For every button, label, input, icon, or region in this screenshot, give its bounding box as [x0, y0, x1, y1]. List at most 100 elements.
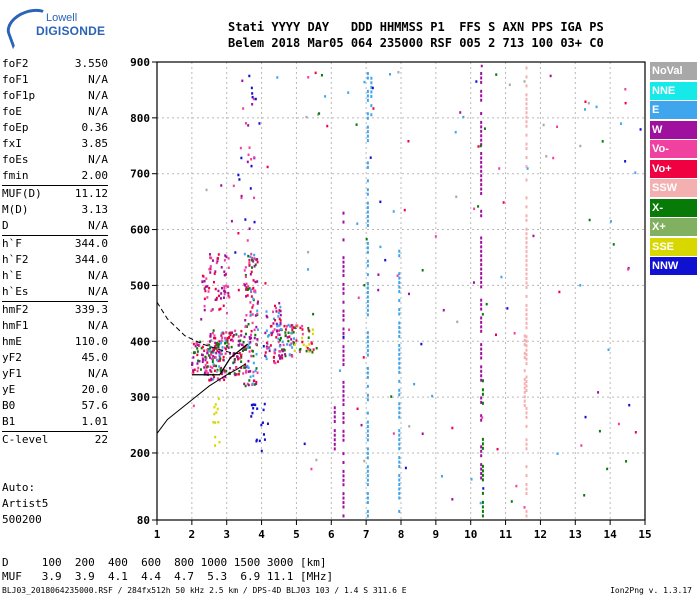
- param-row: fxI 3.85: [2, 136, 108, 152]
- echo-point: [277, 311, 280, 315]
- echo-point: [525, 348, 528, 352]
- param-value: 339.3: [74, 303, 108, 316]
- echo-point: [481, 437, 484, 441]
- echo-point: [213, 348, 216, 352]
- param-row: foF1 N/A: [2, 72, 108, 88]
- echo-point: [288, 353, 291, 356]
- echo-point: [224, 336, 227, 340]
- echo-point: [398, 357, 401, 361]
- echo-point: [210, 352, 213, 356]
- echo-point: [295, 324, 298, 327]
- echo-point: [480, 280, 483, 284]
- echo-point: [253, 257, 256, 260]
- echo-point: [240, 356, 243, 359]
- echo-point: [274, 318, 277, 322]
- echo-point: [206, 365, 209, 368]
- echo-point: [366, 335, 369, 339]
- echo-point: [206, 343, 209, 347]
- echo-point: [366, 509, 369, 513]
- echo-point: [525, 218, 528, 222]
- param-row: h`E N/A: [2, 268, 108, 284]
- echo-point: [523, 399, 526, 403]
- echo-point: [240, 360, 243, 363]
- echo-point: [237, 343, 240, 347]
- echo-point: [625, 460, 628, 463]
- echo-point: [219, 307, 222, 311]
- legend-item: W: [650, 120, 697, 139]
- param-label: yE: [2, 383, 16, 396]
- echo-point: [253, 383, 256, 386]
- echo-point: [523, 506, 526, 509]
- echo-point: [398, 299, 401, 303]
- auto-program: Artist5: [2, 497, 49, 510]
- echo-point: [208, 268, 211, 271]
- echo-point: [366, 134, 369, 138]
- echo-point: [366, 125, 369, 129]
- echo-point: [278, 354, 281, 357]
- echo-point: [268, 334, 271, 337]
- param-label: B1: [2, 415, 16, 428]
- echo-point: [366, 116, 369, 120]
- echo-point: [238, 351, 241, 355]
- echo-point: [255, 382, 258, 386]
- echo-point: [480, 178, 483, 182]
- echo-point: [366, 344, 369, 348]
- echo-point: [403, 208, 406, 212]
- echo-point: [214, 435, 217, 439]
- echo-point: [525, 424, 528, 428]
- echo-point: [273, 351, 276, 355]
- echo-point: [256, 371, 259, 374]
- x-tick-label: 10: [464, 528, 477, 541]
- param-row: foEs N/A: [2, 152, 108, 168]
- echo-point: [244, 218, 247, 221]
- y-tick-label: 300: [130, 391, 150, 404]
- echo-point: [225, 255, 228, 258]
- echo-point: [223, 273, 226, 277]
- echo-point: [480, 76, 483, 80]
- echo-point: [366, 130, 369, 134]
- echo-point: [265, 341, 268, 345]
- echo-point: [294, 326, 297, 330]
- echo-point: [366, 72, 369, 76]
- echo-point: [496, 447, 499, 451]
- echo-point: [252, 297, 255, 301]
- echo-point: [363, 284, 366, 287]
- echo-point: [276, 324, 279, 328]
- echo-point: [276, 329, 279, 332]
- echo-point: [242, 107, 245, 110]
- echo-point: [222, 355, 225, 359]
- echo-point: [293, 337, 296, 340]
- echo-point: [210, 309, 213, 313]
- echo-point: [207, 290, 210, 293]
- param-label: yF1: [2, 367, 22, 380]
- param-row: hmE 110.0: [2, 334, 108, 350]
- echo-point: [273, 328, 276, 331]
- echo-point: [377, 273, 380, 276]
- echo-point: [301, 336, 304, 340]
- autoscaling-info: Auto: Artist5 500200: [2, 480, 48, 528]
- param-label: h`E: [2, 269, 22, 282]
- echo-point: [264, 354, 267, 357]
- echo-point: [209, 267, 212, 271]
- echo-point: [245, 122, 248, 125]
- x-tick-label: 4: [258, 528, 265, 541]
- echo-point: [366, 492, 369, 496]
- echo-point: [212, 363, 215, 366]
- echo-point: [244, 345, 247, 349]
- param-value: 2.00: [81, 169, 109, 182]
- echo-point: [248, 336, 251, 339]
- legend-item: X-: [650, 198, 697, 217]
- echo-point: [227, 291, 230, 295]
- echo-point: [398, 465, 401, 469]
- echo-point: [223, 289, 226, 293]
- echo-point: [398, 483, 401, 487]
- echo-point: [370, 113, 373, 117]
- echo-point: [239, 339, 242, 342]
- echo-point: [230, 331, 233, 335]
- echo-point: [245, 313, 248, 317]
- echo-point: [398, 343, 401, 347]
- echo-point: [265, 329, 268, 332]
- param-value: N/A: [88, 105, 108, 118]
- echo-point: [515, 484, 518, 488]
- echo-point: [481, 313, 484, 316]
